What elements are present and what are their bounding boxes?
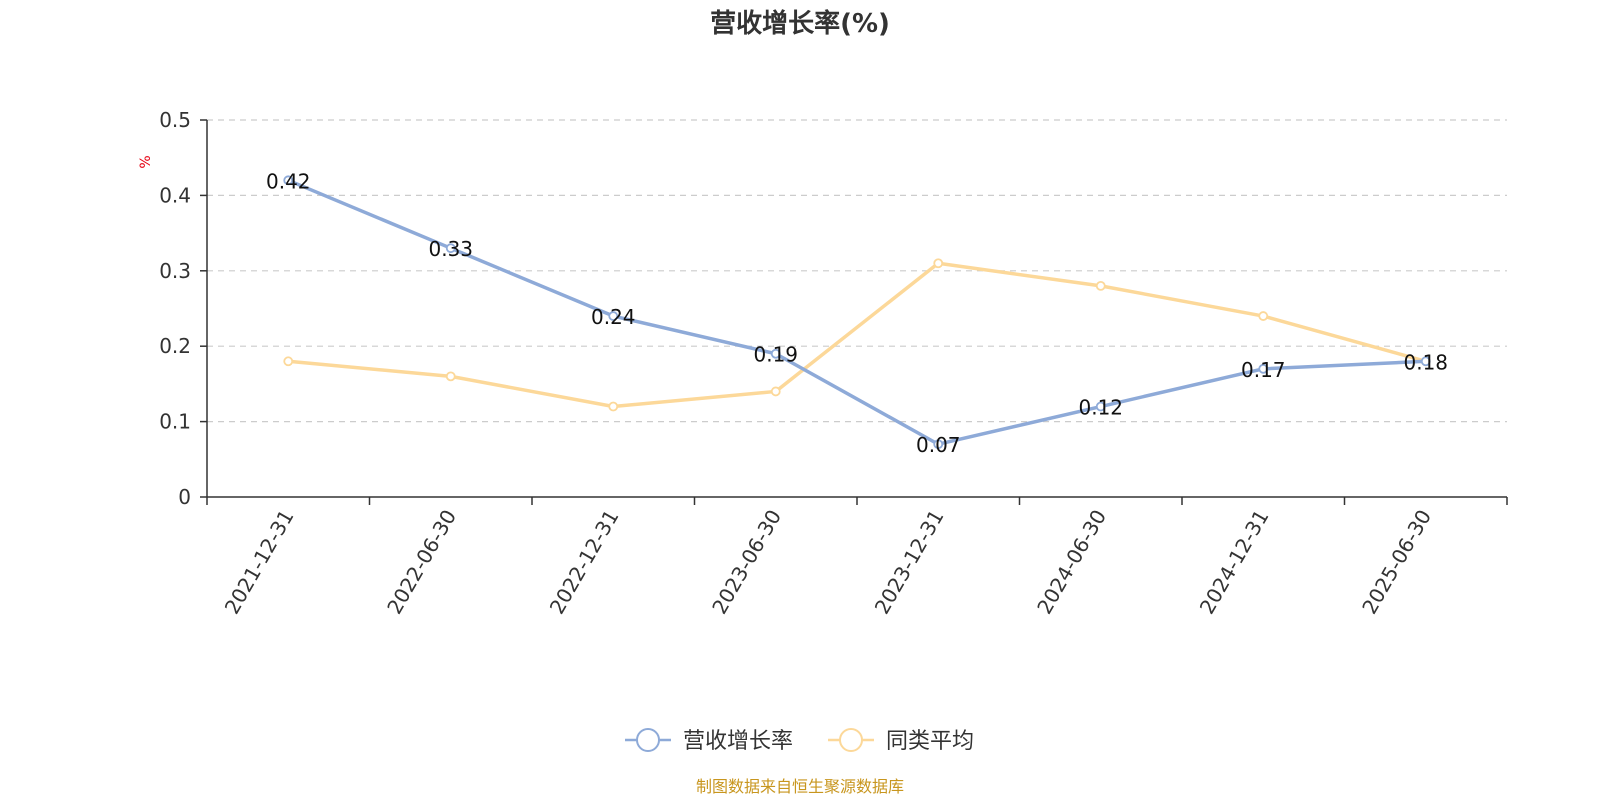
- data-point[interactable]: [933, 258, 944, 269]
- data-label: 0.33: [428, 237, 473, 261]
- x-tick-label: 2024-12-31: [1195, 506, 1274, 619]
- legend-label: 同类平均: [886, 729, 974, 754]
- data-label: 0.42: [266, 169, 311, 193]
- data-point[interactable]: [770, 348, 781, 359]
- y-tick-label: 0: [178, 485, 191, 509]
- legend[interactable]: 营收增长率 同类平均: [625, 728, 974, 754]
- data-point[interactable]: [1258, 363, 1269, 374]
- legend-item-0[interactable]: 营收增长率: [625, 728, 793, 754]
- data-point[interactable]: [445, 243, 456, 254]
- data-point[interactable]: [283, 356, 294, 367]
- series-line-1: [288, 261, 1427, 409]
- data-label: 0.07: [916, 433, 961, 457]
- data-point[interactable]: [1258, 311, 1269, 321]
- axes: 0 0.1 0.2 0.3 0.4 0.5 2021-12-31 2022-06-30 2022…: [159, 108, 1508, 619]
- data-label: 0.18: [1403, 350, 1448, 374]
- x-tick-label: 2025-06-30: [1357, 506, 1436, 619]
- data-point[interactable]: [608, 311, 619, 321]
- x-tick-label: 2023-06-30: [707, 506, 786, 619]
- series-line-0: [287, 178, 1426, 446]
- source-note: 制图数据来自恒生聚源数据库: [696, 777, 904, 796]
- y-axis-label: %: [138, 155, 154, 168]
- data-point[interactable]: [608, 401, 619, 412]
- chart-title: 营收增长率(%): [710, 8, 890, 39]
- x-tick-label: 2022-06-30: [382, 506, 461, 619]
- series-layer: [283, 175, 1431, 450]
- y-tick-label: 0.1: [159, 410, 191, 434]
- data-label: 0.24: [591, 305, 636, 329]
- data-point[interactable]: [1095, 401, 1106, 412]
- data-label: 0.17: [1241, 358, 1286, 382]
- data-point[interactable]: [1095, 280, 1106, 291]
- legend-marker: [636, 728, 660, 752]
- data-point[interactable]: [283, 175, 294, 186]
- legend-label: 营收增长率: [683, 729, 793, 754]
- y-tick-label: 0.2: [159, 334, 191, 358]
- x-tick-label: 2021-12-31: [220, 506, 299, 619]
- data-label: 0.12: [1078, 396, 1123, 420]
- data-point[interactable]: [445, 371, 456, 382]
- legend-marker: [839, 728, 863, 752]
- y-tick-label: 0.5: [159, 108, 191, 132]
- data-point[interactable]: [1420, 356, 1431, 367]
- x-tick-label: 2022-12-31: [545, 506, 624, 619]
- legend-item-1[interactable]: 同类平均: [828, 728, 974, 754]
- y-tick-label: 0.4: [159, 183, 191, 207]
- y-tick-label: 0.3: [159, 259, 191, 283]
- data-point[interactable]: [933, 439, 944, 450]
- data-label: 0.19: [753, 343, 798, 367]
- data-point[interactable]: [770, 386, 781, 397]
- x-tick-label: 2023-12-31: [870, 506, 949, 619]
- x-tick-label: 2024-06-30: [1032, 506, 1111, 619]
- grid: [207, 119, 1507, 423]
- labels-layer: 0.42 0.33 0.24 0.19 0.07 0.12 0.17 0.18: [266, 169, 1448, 457]
